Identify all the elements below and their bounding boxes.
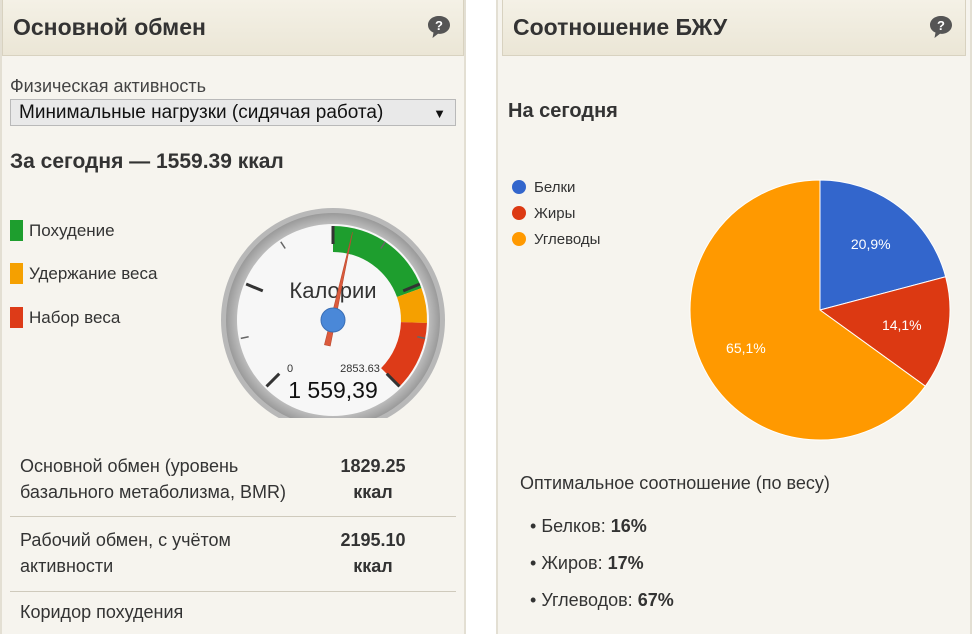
gauge-minor-tick <box>240 336 249 340</box>
legend-item-weight-maintain: Удержание веса <box>10 263 157 284</box>
table-row-activity-metabolism: Рабочий обмен, с учётом активности 2195.… <box>10 516 456 592</box>
optimal-value: 67% <box>637 590 674 610</box>
pie-slice-label: 20,9% <box>851 236 891 252</box>
help-icon[interactable]: ? <box>426 14 452 40</box>
legend-swatch-orange <box>10 263 23 284</box>
gauge-major-tick <box>385 372 401 388</box>
optimal-label: Белков: <box>541 516 611 536</box>
gauge-title: Калории <box>289 278 376 303</box>
legend-swatch-red <box>10 307 23 328</box>
macros-panel: Соотношение БЖУ ? На сегодня Белки Жиры … <box>496 0 972 634</box>
gauge-hub <box>320 307 346 333</box>
pie-slice-0[interactable] <box>819 179 947 311</box>
optimal-label: Жиров: <box>541 553 608 573</box>
pie-legend-label: Белки <box>534 179 576 196</box>
gauge-min-label: 0 <box>287 363 293 375</box>
calorie-gauge: Калории 0 2853.63 1 559,39 <box>221 208 445 418</box>
gauge-value: 1 559,39 <box>288 377 378 403</box>
activity-select-value: Минимальные нагрузки (сидячая работа) <box>19 102 384 123</box>
legend-dot-blue <box>512 180 526 194</box>
macros-pie-chart: 20,9% 14,1% 65,1% <box>689 179 951 441</box>
today-calories-total: За сегодня — 1559.39 ккал <box>10 150 284 173</box>
optimal-item-fat: • Жиров: 17% <box>530 553 644 573</box>
gauge-band-1 <box>396 288 427 323</box>
optimal-ratio-title: Оптимальное соотношение (по весу) <box>520 473 830 493</box>
pie-legend-label: Жиры <box>534 205 576 222</box>
legend-swatch-green <box>10 220 23 241</box>
gauge-max-label: 2853.63 <box>340 363 380 375</box>
pie-legend-item-protein: Белки <box>512 179 575 196</box>
pie-slice-label: 65,1% <box>726 340 766 356</box>
gauge-major-tick <box>245 282 264 293</box>
macros-panel-header: Соотношение БЖУ ? <box>502 0 966 56</box>
activity-metabolism-value: 2195.10 ккал <box>340 530 406 576</box>
today-subtitle: На сегодня <box>508 100 618 122</box>
optimal-value: 17% <box>607 553 644 573</box>
pie-legend-item-fat: Жиры <box>512 205 575 222</box>
pie-slice-2[interactable] <box>689 179 927 441</box>
bmr-panel-title: Основной обмен <box>13 14 206 40</box>
svg-text:?: ? <box>937 18 945 33</box>
bmr-panel-header: Основной обмен ? <box>2 0 464 56</box>
gauge-band-2 <box>381 322 427 387</box>
bmr-value: 1829.25 ккал <box>340 456 406 502</box>
legend-label: Удержание веса <box>29 264 158 283</box>
weight-loss-corridor-label: Коридор похудения <box>20 602 184 622</box>
legend-dot-orange <box>512 232 526 246</box>
optimal-item-carbs: • Углеводов: 67% <box>530 590 674 610</box>
legend-label: Набор веса <box>29 308 121 327</box>
gauge-minor-tick <box>417 336 426 340</box>
bmr-panel: Основной обмен ? Физическая активность М… <box>0 0 466 634</box>
optimal-value: 16% <box>610 516 647 536</box>
legend-dot-red <box>512 206 526 220</box>
legend-item-weight-gain: Набор веса <box>10 307 120 328</box>
gauge-ticks <box>240 226 426 388</box>
dropdown-arrow-icon: ▼ <box>433 106 446 121</box>
gauge-major-tick <box>402 282 421 293</box>
gauge-bands <box>333 226 427 387</box>
activity-label: Физическая активность <box>10 76 206 96</box>
activity-select[interactable]: Минимальные нагрузки (сидячая работа) ▼ <box>10 99 456 126</box>
bmr-label: Основной обмен (уровень базального метаб… <box>20 456 286 502</box>
legend-label: Похудение <box>29 221 115 240</box>
optimal-label: Углеводов: <box>541 590 638 610</box>
legend-item-weight-loss: Похудение <box>10 220 115 241</box>
help-icon[interactable]: ? <box>928 14 954 40</box>
macros-panel-title: Соотношение БЖУ <box>513 14 728 40</box>
pie-slice-1[interactable] <box>818 276 951 387</box>
table-row-bmr: Основной обмен (уровень базального метаб… <box>10 442 456 517</box>
table-row-weight-loss-corridor: Коридор похудения <box>10 591 456 631</box>
optimal-item-protein: • Белков: 16% <box>530 516 647 536</box>
pie-legend-item-carbs: Углеводы <box>512 231 600 248</box>
activity-metabolism-label: Рабочий обмен, с учётом активности <box>20 530 231 576</box>
gauge-minor-tick <box>280 241 286 249</box>
pie-legend-label: Углеводы <box>534 231 601 248</box>
gauge-minor-tick <box>380 241 386 249</box>
gauge-band-0 <box>333 226 422 297</box>
svg-text:?: ? <box>435 18 443 33</box>
gauge-major-tick <box>265 372 281 388</box>
pie-slice-label: 14,1% <box>882 317 922 333</box>
